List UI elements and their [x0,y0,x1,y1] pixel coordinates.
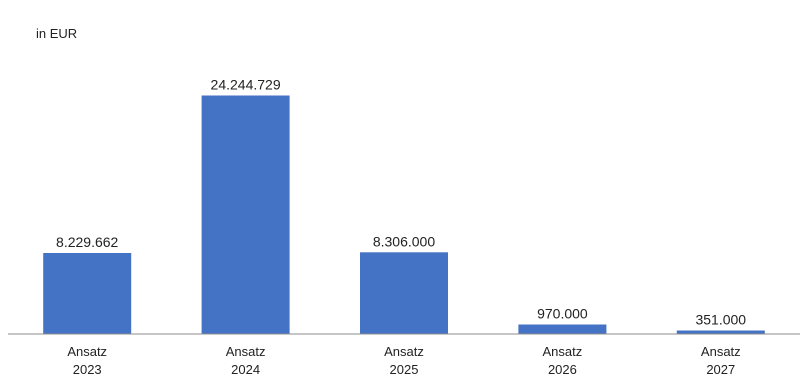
tick-label-2025-line1: Ansatz [384,344,424,359]
value-labels-group: 8.229.662 24.244.729 8.306.000 970.000 351.0… [56,77,746,328]
tick-label-2023-line1: Ansatz [67,344,107,359]
tick-label-2027-line2: 2027 [706,362,735,377]
bar-2025 [360,252,448,334]
tick-label-2023-line2: 2023 [73,362,102,377]
tick-label-2024-line1: Ansatz [226,344,266,359]
bar-2023 [43,253,132,334]
tick-label-2025-line2: 2025 [390,362,419,377]
bar-2026 [518,324,607,334]
tick-label-2026-line2: 2026 [548,362,577,377]
value-label-2025: 8.306.000 [373,233,435,249]
tick-label-2027-line1: Ansatz [701,344,741,359]
value-label-2026: 970.000 [537,306,588,322]
value-label-2027: 351.000 [695,312,746,328]
tick-label-2026-line1: Ansatz [543,344,583,359]
bars-group [43,95,765,334]
tick-labels-group: Ansatz 2023 Ansatz 2024 Ansatz 2025 Ansatz 2026… [67,344,740,377]
value-label-2024: 24.244.729 [211,77,281,93]
bar-2024 [201,95,290,334]
value-label-2023: 8.229.662 [56,234,118,250]
tick-label-2024-line2: 2024 [231,362,260,377]
unit-label: in EUR [36,26,77,41]
bar-2027 [676,330,765,334]
